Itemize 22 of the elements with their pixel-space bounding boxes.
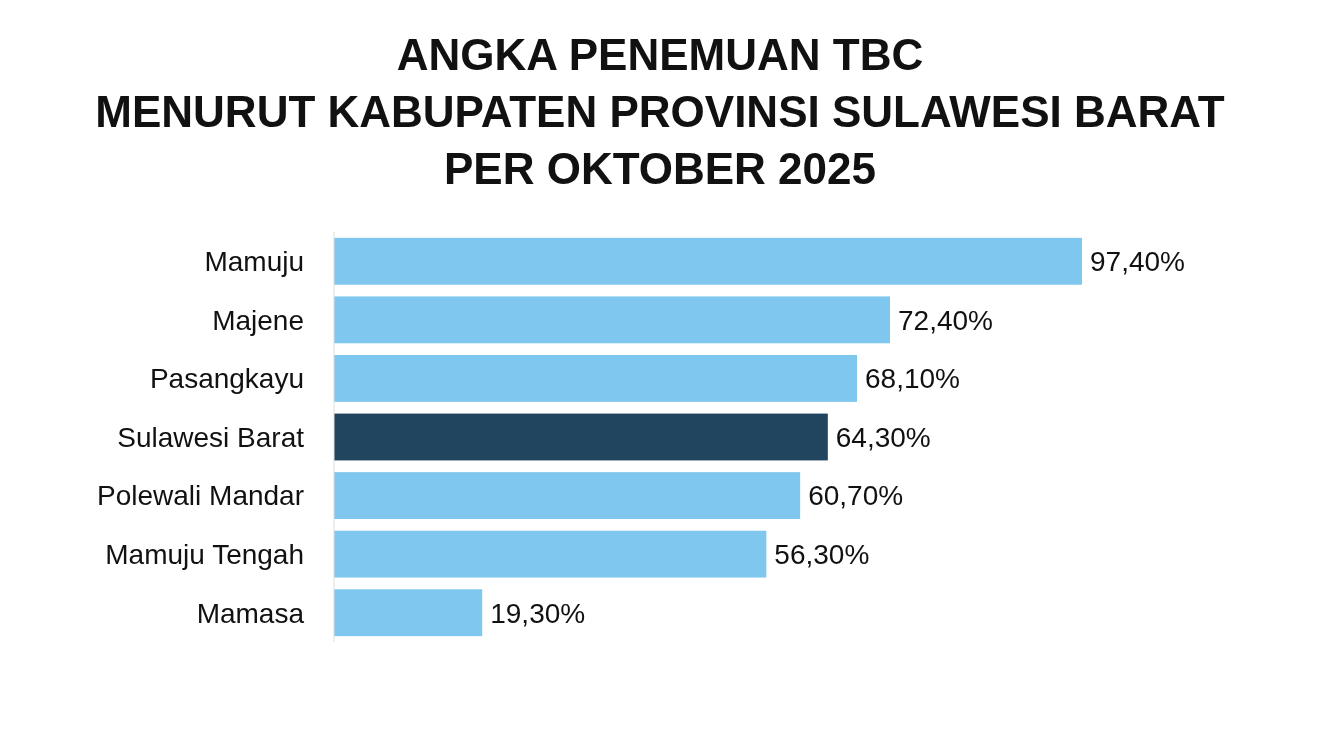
y-tick-label: Pasangkayu	[149, 363, 304, 395]
chart-title: ANGKA PENEMUAN TBC MENURUT KABUPATEN PROVINSI SULAWESI BARAT PER OKTOBER 2025	[95, 30, 1225, 193]
bar	[334, 589, 483, 637]
bar	[334, 237, 1082, 285]
data-label: 60,70%	[808, 480, 904, 512]
data-label: 97,40%	[1090, 246, 1185, 278]
bar	[334, 355, 857, 402]
data-label: 56,30%	[774, 538, 870, 570]
bar	[334, 472, 801, 519]
y-tick-label: Mamasa	[196, 597, 305, 629]
y-tick-label: Mamuju Tengah	[105, 538, 304, 570]
bar	[334, 530, 767, 578]
y-tick-label: Polewali Mandar	[97, 480, 304, 512]
data-label: 64,30%	[835, 421, 931, 453]
data-label: 19,30%	[490, 597, 586, 629]
bar	[334, 413, 828, 461]
bar	[334, 296, 891, 344]
y-tick-label: Majene	[212, 304, 304, 336]
data-label: 72,40%	[898, 304, 993, 336]
y-tick-label: Sulawesi Barat	[117, 421, 305, 453]
data-label: 68,10%	[864, 363, 960, 395]
y-tick-label: Mamuju	[204, 246, 304, 278]
